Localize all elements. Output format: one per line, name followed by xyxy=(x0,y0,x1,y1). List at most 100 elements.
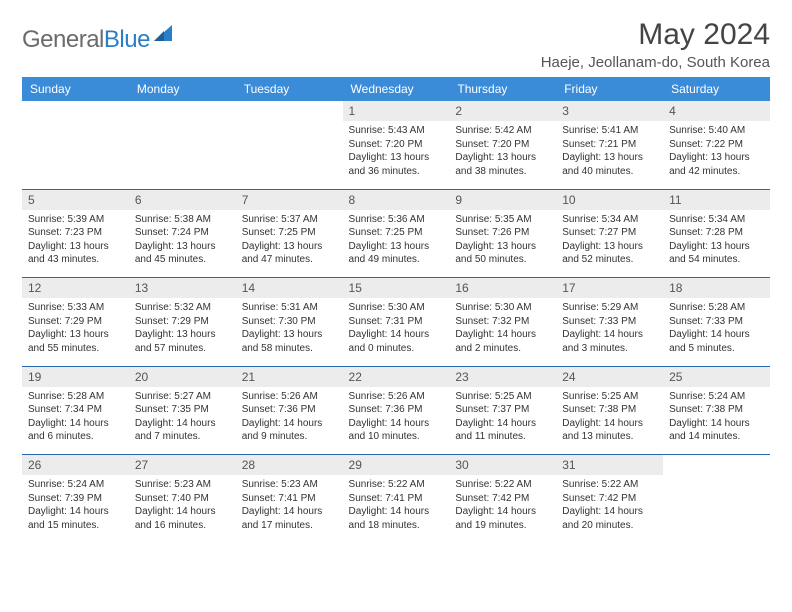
daylight-text: and 17 minutes. xyxy=(242,519,337,533)
sunrise-text: Sunrise: 5:38 AM xyxy=(135,213,230,227)
day-number-cell xyxy=(129,101,236,121)
day-content-cell: Sunrise: 5:26 AMSunset: 7:36 PMDaylight:… xyxy=(343,387,450,455)
day-content-cell: Sunrise: 5:25 AMSunset: 7:37 PMDaylight:… xyxy=(449,387,556,455)
daylight-text: and 10 minutes. xyxy=(349,430,444,444)
daylight-text: Daylight: 14 hours xyxy=(135,505,230,519)
brand-logo: GeneralBlue xyxy=(22,18,176,54)
day-number-cell xyxy=(236,101,343,121)
daylight-text: and 36 minutes. xyxy=(349,165,444,179)
daylight-text: Daylight: 14 hours xyxy=(349,417,444,431)
daylight-text: and 18 minutes. xyxy=(349,519,444,533)
day-number-cell: 31 xyxy=(556,455,663,476)
day-number-cell: 14 xyxy=(236,278,343,299)
day-content-cell: Sunrise: 5:37 AMSunset: 7:25 PMDaylight:… xyxy=(236,210,343,278)
day-number-cell: 5 xyxy=(22,189,129,210)
day-number-cell: 21 xyxy=(236,366,343,387)
day-content-cell: Sunrise: 5:42 AMSunset: 7:20 PMDaylight:… xyxy=(449,121,556,189)
sunrise-text: Sunrise: 5:32 AM xyxy=(135,301,230,315)
sunset-text: Sunset: 7:42 PM xyxy=(455,492,550,506)
sunrise-text: Sunrise: 5:33 AM xyxy=(28,301,123,315)
day-number-cell: 29 xyxy=(343,455,450,476)
daylight-text: Daylight: 14 hours xyxy=(669,417,764,431)
daylight-text: and 20 minutes. xyxy=(562,519,657,533)
day-number-cell: 1 xyxy=(343,101,450,121)
day-number-cell: 20 xyxy=(129,366,236,387)
daynum-row: 1234 xyxy=(22,101,770,121)
day-content-cell: Sunrise: 5:43 AMSunset: 7:20 PMDaylight:… xyxy=(343,121,450,189)
daylight-text: Daylight: 14 hours xyxy=(455,505,550,519)
day-content-cell: Sunrise: 5:24 AMSunset: 7:38 PMDaylight:… xyxy=(663,387,770,455)
sunset-text: Sunset: 7:20 PM xyxy=(349,138,444,152)
day-header: Sunday xyxy=(22,77,129,101)
day-header: Tuesday xyxy=(236,77,343,101)
calendar-table: Sunday Monday Tuesday Wednesday Thursday… xyxy=(22,77,770,543)
daylight-text: Daylight: 14 hours xyxy=(28,505,123,519)
sunrise-text: Sunrise: 5:27 AM xyxy=(135,390,230,404)
sunset-text: Sunset: 7:41 PM xyxy=(349,492,444,506)
daylight-text: and 2 minutes. xyxy=(455,342,550,356)
day-header: Monday xyxy=(129,77,236,101)
day-content-cell: Sunrise: 5:22 AMSunset: 7:42 PMDaylight:… xyxy=(449,475,556,543)
sunrise-text: Sunrise: 5:30 AM xyxy=(349,301,444,315)
sunrise-text: Sunrise: 5:28 AM xyxy=(669,301,764,315)
daylight-text: Daylight: 14 hours xyxy=(562,328,657,342)
sunrise-text: Sunrise: 5:41 AM xyxy=(562,124,657,138)
daylight-text: and 55 minutes. xyxy=(28,342,123,356)
day-content-cell: Sunrise: 5:38 AMSunset: 7:24 PMDaylight:… xyxy=(129,210,236,278)
daylight-text: Daylight: 14 hours xyxy=(669,328,764,342)
sunset-text: Sunset: 7:23 PM xyxy=(28,226,123,240)
daylight-text: and 7 minutes. xyxy=(135,430,230,444)
day-content-cell: Sunrise: 5:28 AMSunset: 7:34 PMDaylight:… xyxy=(22,387,129,455)
daylight-text: Daylight: 13 hours xyxy=(349,240,444,254)
sunset-text: Sunset: 7:27 PM xyxy=(562,226,657,240)
day-number-cell: 7 xyxy=(236,189,343,210)
daylight-text: Daylight: 13 hours xyxy=(669,151,764,165)
daynum-row: 12131415161718 xyxy=(22,278,770,299)
sunset-text: Sunset: 7:26 PM xyxy=(455,226,550,240)
sunset-text: Sunset: 7:29 PM xyxy=(28,315,123,329)
day-number-cell: 18 xyxy=(663,278,770,299)
content-row: Sunrise: 5:33 AMSunset: 7:29 PMDaylight:… xyxy=(22,298,770,366)
day-number-cell: 22 xyxy=(343,366,450,387)
sunset-text: Sunset: 7:39 PM xyxy=(28,492,123,506)
sunset-text: Sunset: 7:22 PM xyxy=(669,138,764,152)
day-number-cell: 23 xyxy=(449,366,556,387)
daylight-text: Daylight: 14 hours xyxy=(455,328,550,342)
daylight-text: and 54 minutes. xyxy=(669,253,764,267)
daylight-text: Daylight: 13 hours xyxy=(669,240,764,254)
daylight-text: and 52 minutes. xyxy=(562,253,657,267)
day-number-cell: 10 xyxy=(556,189,663,210)
daylight-text: and 13 minutes. xyxy=(562,430,657,444)
daylight-text: and 3 minutes. xyxy=(562,342,657,356)
day-number-cell: 13 xyxy=(129,278,236,299)
daylight-text: and 49 minutes. xyxy=(349,253,444,267)
sunrise-text: Sunrise: 5:31 AM xyxy=(242,301,337,315)
day-number-cell: 8 xyxy=(343,189,450,210)
day-content-cell xyxy=(129,121,236,189)
day-header-row: Sunday Monday Tuesday Wednesday Thursday… xyxy=(22,77,770,101)
sunset-text: Sunset: 7:32 PM xyxy=(455,315,550,329)
day-number-cell: 19 xyxy=(22,366,129,387)
day-content-cell: Sunrise: 5:23 AMSunset: 7:40 PMDaylight:… xyxy=(129,475,236,543)
daylight-text: Daylight: 14 hours xyxy=(349,505,444,519)
daylight-text: and 16 minutes. xyxy=(135,519,230,533)
day-number-cell: 28 xyxy=(236,455,343,476)
daylight-text: Daylight: 14 hours xyxy=(349,328,444,342)
sunset-text: Sunset: 7:35 PM xyxy=(135,403,230,417)
day-number-cell: 24 xyxy=(556,366,663,387)
sunrise-text: Sunrise: 5:24 AM xyxy=(28,478,123,492)
day-content-cell: Sunrise: 5:41 AMSunset: 7:21 PMDaylight:… xyxy=(556,121,663,189)
daylight-text: and 50 minutes. xyxy=(455,253,550,267)
day-header: Thursday xyxy=(449,77,556,101)
daylight-text: Daylight: 13 hours xyxy=(562,151,657,165)
day-content-cell: Sunrise: 5:24 AMSunset: 7:39 PMDaylight:… xyxy=(22,475,129,543)
daylight-text: and 42 minutes. xyxy=(669,165,764,179)
daynum-row: 262728293031 xyxy=(22,455,770,476)
sunrise-text: Sunrise: 5:43 AM xyxy=(349,124,444,138)
sunrise-text: Sunrise: 5:29 AM xyxy=(562,301,657,315)
daynum-row: 567891011 xyxy=(22,189,770,210)
day-number-cell: 17 xyxy=(556,278,663,299)
daylight-text: Daylight: 14 hours xyxy=(562,505,657,519)
daylight-text: and 19 minutes. xyxy=(455,519,550,533)
daylight-text: Daylight: 13 hours xyxy=(28,328,123,342)
